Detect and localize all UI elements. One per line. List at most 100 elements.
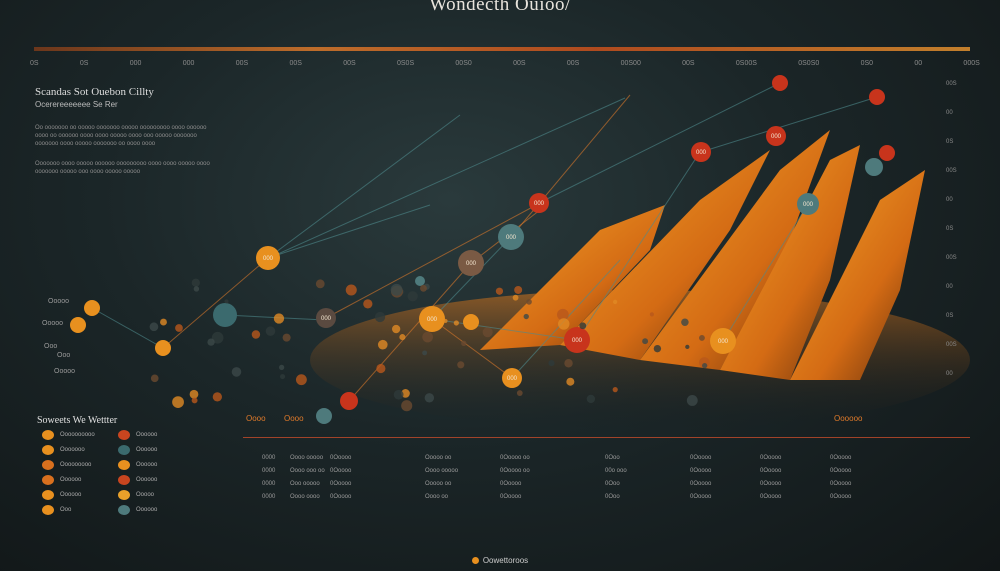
- legend-swatch: [118, 430, 130, 440]
- network-link: [268, 115, 460, 258]
- debris-dot: [363, 299, 372, 308]
- debris-dot: [513, 295, 519, 301]
- table-cell: Oooo ooooo: [290, 452, 325, 465]
- debris-dot: [443, 319, 447, 323]
- table-cell: 0Ooooo: [500, 478, 530, 491]
- table-cell: 0Ooooo oo: [500, 465, 530, 478]
- debris-dot: [514, 286, 522, 294]
- table-cell: 0Ooooo: [500, 491, 530, 504]
- debris-dot: [283, 334, 291, 342]
- table-column: 0Ooooo 0Ooooo 0Ooooo 0Ooooo: [330, 452, 351, 504]
- table-column: 0Ooooo 0Ooooo 0Ooooo 0Ooooo: [760, 452, 781, 504]
- table-cell: 0Ooooo: [830, 491, 851, 504]
- debris-dot: [225, 299, 229, 303]
- legend-swatch: [118, 460, 130, 470]
- legend-swatch: [42, 460, 54, 470]
- debris-dot: [483, 327, 493, 337]
- table-cell: Ooo ooooo: [290, 478, 325, 491]
- debris-dot: [454, 320, 459, 325]
- table-cell: 00o ooo: [605, 465, 627, 478]
- network-node: [463, 314, 479, 330]
- ridges: [480, 130, 925, 380]
- debris-dot: [548, 360, 554, 366]
- debris-dot: [613, 300, 617, 304]
- badge-right: Oooooo: [834, 414, 862, 423]
- debris-dot: [579, 322, 586, 329]
- network-node: [869, 89, 885, 105]
- node-label: 000: [572, 338, 583, 344]
- debris-dot: [151, 375, 159, 383]
- node-label: 000: [506, 235, 517, 241]
- footer: Oowettoroos: [0, 556, 1000, 565]
- legend-item: Oooooooooo Oooooo: [42, 430, 157, 440]
- debris-dot: [399, 334, 405, 340]
- debris-dot: [650, 312, 654, 316]
- node-label: 000: [696, 150, 707, 156]
- table-column: 0000 0000 0000 0000: [262, 452, 275, 504]
- legend-label-2: Oooooo: [136, 432, 157, 438]
- left-label: Ooooo: [48, 298, 69, 305]
- debris-dot: [461, 341, 466, 346]
- node-label: 000: [321, 316, 332, 322]
- table-cell: 0Ooooo: [760, 478, 781, 491]
- table-cell: Ooooo oo: [425, 478, 458, 491]
- debris-dot: [587, 395, 595, 403]
- table-cell: 0Ooooo: [760, 465, 781, 478]
- debris-dot: [564, 359, 572, 367]
- left-label: Ooooo: [54, 368, 75, 375]
- debris-dot: [252, 330, 260, 338]
- debris-dot: [296, 374, 307, 385]
- legend-label-2: Oooooo: [136, 477, 157, 483]
- table-cell: Ooooo oo: [425, 452, 458, 465]
- badge-left: Oooo: [246, 414, 266, 423]
- debris-dot: [702, 363, 707, 368]
- debris-dot: [496, 288, 503, 295]
- table-cell: 0Ooooo: [330, 452, 351, 465]
- debris-dot: [160, 319, 167, 326]
- debris-dot: [232, 367, 242, 377]
- node-label: 000: [534, 201, 545, 207]
- debris-dot: [422, 332, 433, 343]
- debris-dot: [394, 390, 404, 400]
- debris-dot: [213, 392, 222, 401]
- table-column: 0Ooooo 0Ooooo 0Ooooo 0Ooooo: [690, 452, 711, 504]
- legend-label: Oooooo: [60, 477, 112, 483]
- table-cell: 0Ooooo: [330, 491, 351, 504]
- table-cell: 0Ooooo oo: [500, 452, 530, 465]
- badge-left-2: Oooo: [284, 414, 304, 423]
- network-node: [865, 158, 883, 176]
- debris-dot: [346, 285, 357, 296]
- table-cell: 0Ooooo: [330, 478, 351, 491]
- table-cell: 0Ooooo: [690, 478, 711, 491]
- debris-dot: [192, 397, 198, 403]
- debris-dot: [558, 318, 569, 329]
- left-label: Ooo: [57, 352, 70, 359]
- legend-swatch: [118, 445, 130, 455]
- debris-dot: [378, 340, 388, 350]
- legend-swatch: [42, 445, 54, 455]
- axis-tick: 00: [946, 360, 957, 389]
- legend-item: Oooooo Ooooo: [42, 490, 154, 500]
- network-link: [269, 98, 625, 258]
- debris-dot: [613, 387, 618, 392]
- legend-label: Ooooooooo: [60, 462, 112, 468]
- debris-dot: [699, 335, 705, 341]
- table-cell: 0000: [262, 452, 275, 465]
- axis-tick: 00: [946, 99, 957, 128]
- table-cell: 0Ooooo: [690, 465, 711, 478]
- debris-dot: [274, 313, 284, 323]
- table-cell: Oooo oooo: [290, 491, 325, 504]
- table-cell: 0Ooooo: [830, 478, 851, 491]
- debris-dot: [687, 395, 698, 406]
- axis-tick: 0S: [946, 302, 957, 331]
- table-cell: 0Ooooo: [830, 452, 851, 465]
- axis-tick: 00: [946, 186, 957, 215]
- legend-label-2: Ooooo: [136, 492, 154, 498]
- legend-item: Oooooo Oooooo: [42, 475, 157, 485]
- table-cell: 0000: [262, 491, 275, 504]
- debris-dot: [376, 364, 385, 373]
- legend-label: Ooooooo: [60, 447, 112, 453]
- debris-dot: [517, 390, 523, 396]
- network-node: [316, 408, 332, 424]
- debris-dot: [391, 284, 403, 296]
